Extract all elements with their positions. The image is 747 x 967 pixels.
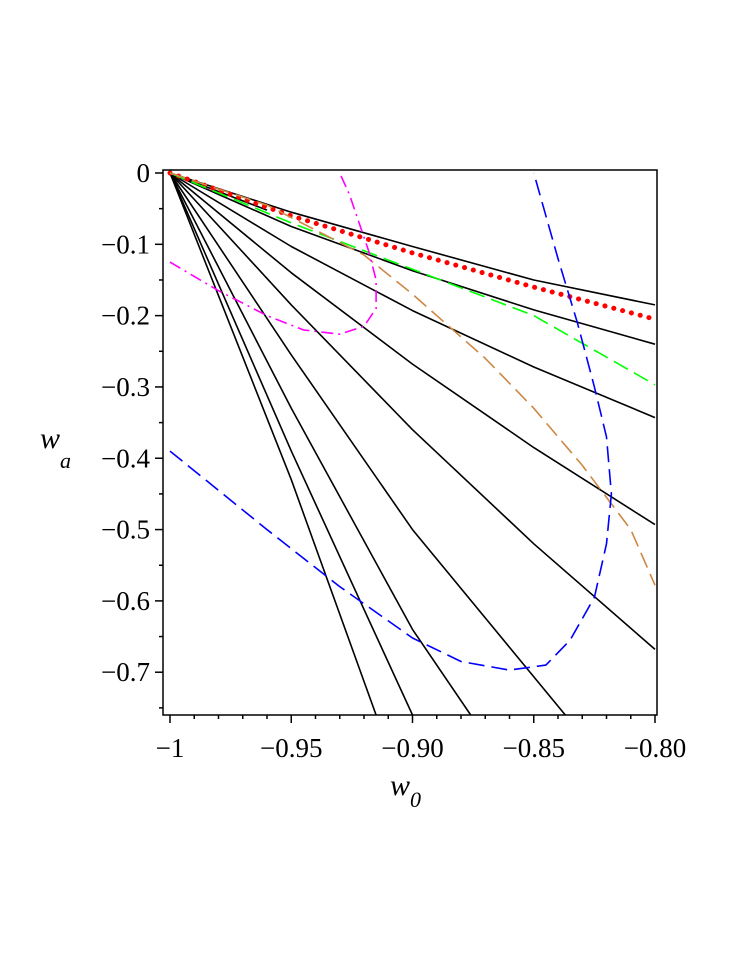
series-line-6 xyxy=(169,172,566,715)
y-tick-label-7: −0.7 xyxy=(101,657,150,687)
series-line-5 xyxy=(169,172,656,651)
y-axis-label-main: w xyxy=(40,422,60,455)
series-line-3 xyxy=(169,172,656,419)
series-line-13 xyxy=(169,172,613,671)
series-line-10 xyxy=(167,170,657,322)
x-tick-label-4: −0.80 xyxy=(624,733,686,763)
y-tick-label-1: −0.1 xyxy=(101,229,150,259)
x-tick-label-3: −0.85 xyxy=(503,733,565,763)
y-tick-label-4: −0.4 xyxy=(101,443,150,473)
series-line-2 xyxy=(169,172,656,345)
x-axis-label-sub: 0 xyxy=(410,787,421,812)
x-tick-label-1: −0.95 xyxy=(260,733,322,763)
x-tick-label-2: −0.90 xyxy=(381,733,443,763)
y-tick-label-5: −0.5 xyxy=(101,515,150,545)
x-axis-label-main: w xyxy=(390,769,410,802)
series-line-12 xyxy=(169,172,656,586)
y-tick-label-6: −0.6 xyxy=(101,586,150,616)
plot-frame xyxy=(162,169,658,716)
y-tick-label-3: −0.3 xyxy=(101,372,150,402)
y-axis-label-sub: a xyxy=(60,448,71,473)
series-layer xyxy=(167,170,657,715)
series-line-4 xyxy=(169,172,656,526)
series-line-11 xyxy=(169,172,656,386)
x-axis-label: w0 xyxy=(390,769,421,812)
y-tick-label-2: −0.2 xyxy=(101,301,150,331)
series-line-9 xyxy=(169,172,377,715)
y-axis-label: wa xyxy=(40,422,71,473)
series-line-7 xyxy=(169,172,472,715)
series-line-8 xyxy=(169,172,414,715)
ticks-layer xyxy=(155,172,656,723)
series-line-1 xyxy=(169,172,656,306)
y-tick-label-0: 0 xyxy=(137,158,151,188)
series-line-14 xyxy=(169,172,377,336)
x-tick-label-0: −1 xyxy=(156,733,185,763)
labels-layer: −1 −0.95 −0.90 −0.85 −0.80 0 −0.1 −0.2 −0.3 −0.4 −… xyxy=(101,158,686,763)
